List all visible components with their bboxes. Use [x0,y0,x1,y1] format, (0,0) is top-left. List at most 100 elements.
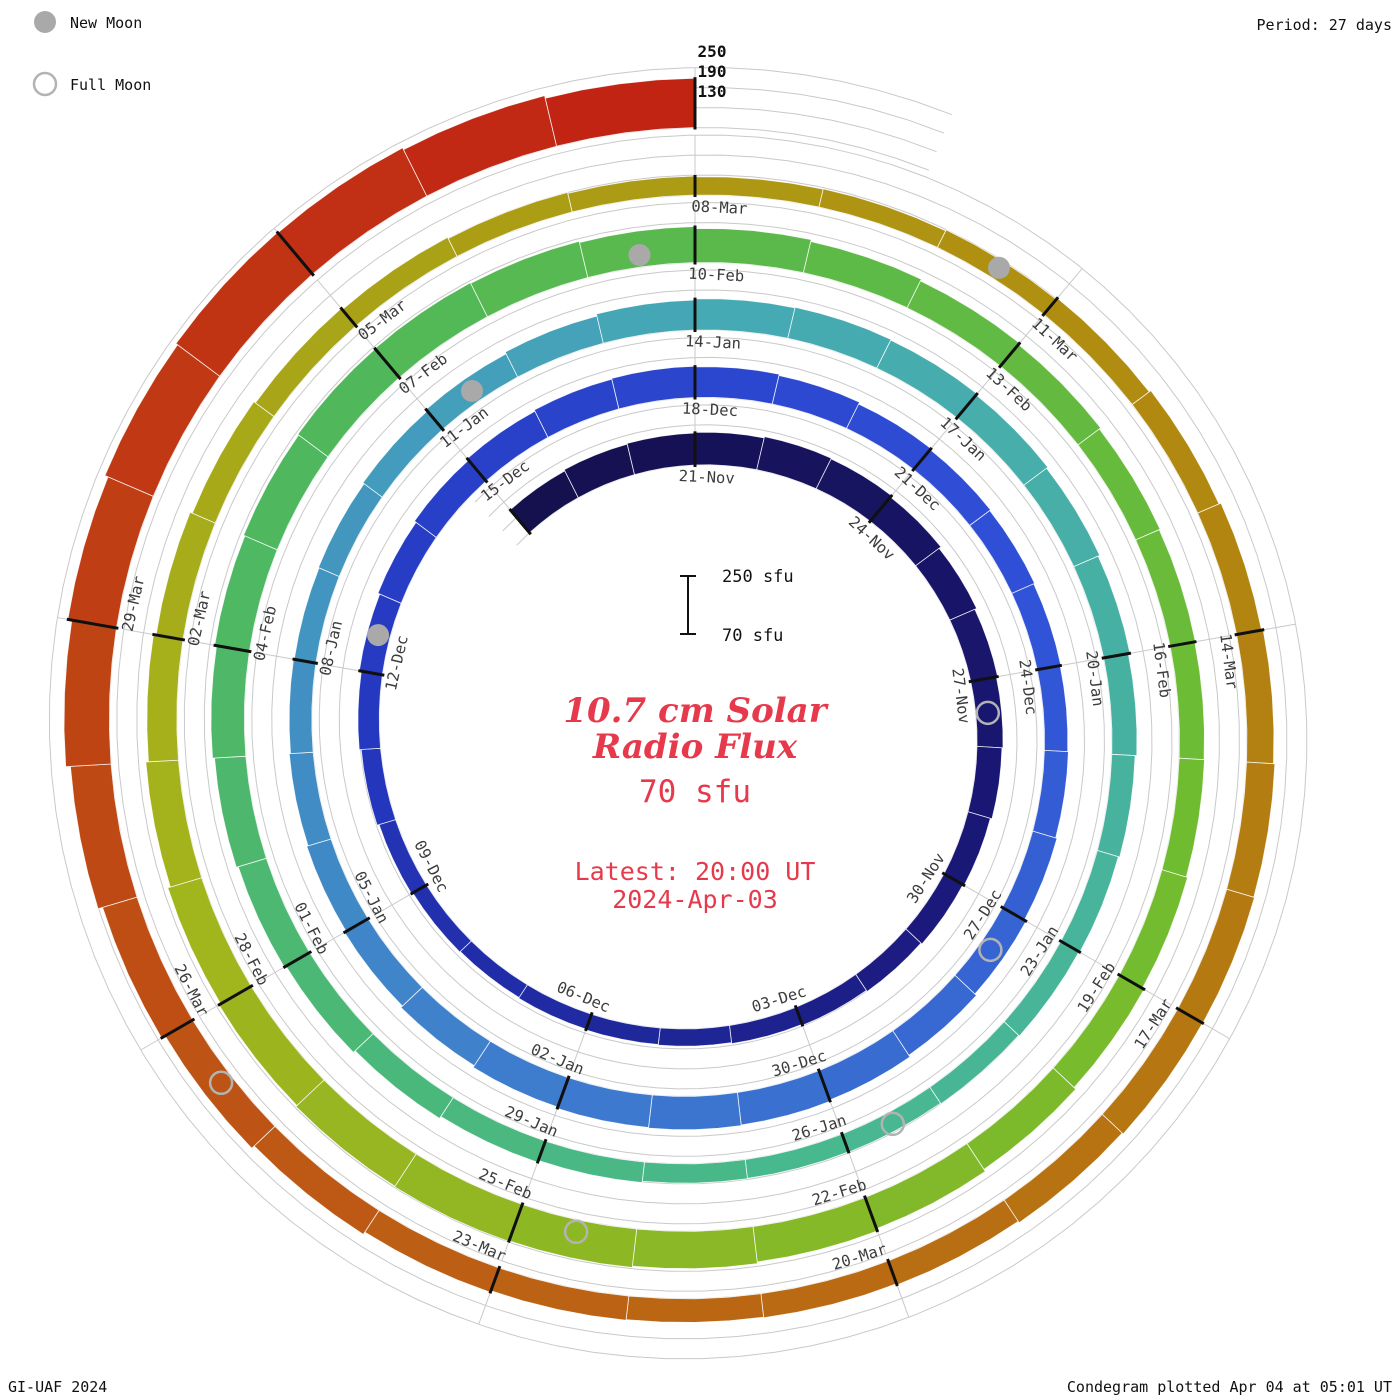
day-boundary-tick [999,905,1028,923]
day-boundary-tick [839,1131,851,1154]
day-boundary-tick [1234,628,1265,637]
flux-bar [1118,869,1189,989]
day-boundary-tick [1058,938,1082,955]
date-tick-label: 14-Jan [685,332,742,353]
radial-axis-label: 130 [698,82,727,101]
flux-bar [760,1260,898,1319]
latest-date-label: 2024-Apr-03 [612,885,778,914]
flux-bar [771,375,861,429]
center-annotation: 10.7 cm Solar Radio Flux 70 sfu Latest: … [563,691,828,914]
day-boundary-tick [584,1011,594,1032]
flux-bar [413,459,487,538]
radial-axis-label: 190 [698,62,727,81]
flux-bar [563,443,635,499]
date-tick-label: 21-Nov [678,467,735,488]
flux-bar [288,658,317,755]
flux-bar [210,645,250,759]
flux-bar [1177,888,1256,1024]
full-moon-marker [978,937,1003,963]
day-boundary-tick [159,1017,196,1040]
flux-bar [533,378,620,438]
flux-bar [1236,629,1275,765]
day-boundary-tick [911,446,933,473]
flux-bar [412,884,472,953]
full-moon-legend-label: Full Moon [70,76,151,94]
day-boundary-tick [424,407,446,432]
flux-bar [567,175,696,213]
day-boundary-tick [1116,972,1146,992]
full-moon-icon [32,71,58,97]
day-boundary-tick [555,1075,571,1110]
current-flux-value: 70 sfu [639,774,751,810]
day-boundary-tick [342,916,371,935]
day-boundary-tick [1034,663,1063,672]
day-boundary-tick [213,643,252,654]
day-boundary-tick [1167,640,1197,649]
scale-bar-top-label: 250 sfu [722,567,794,587]
flux-bar [864,1143,986,1230]
flux-bar [145,759,203,888]
flux-bar [694,366,780,405]
flux-bar [855,928,922,993]
day-boundary-tick [535,1138,548,1164]
new-moon-marker [988,256,1010,279]
flux-bar [537,1140,645,1184]
date-tick-label: 08-Mar [691,197,748,218]
flux-bar [1011,583,1062,671]
flux-bar [929,1021,1020,1105]
day-boundary-tick [863,1195,880,1233]
flux-bar [648,1092,742,1131]
day-boundary-tick [409,882,430,896]
day-boundary-tick [358,669,385,677]
day-boundary-tick [793,1004,805,1027]
radial-axis-label: 250 [698,42,727,61]
latest-time-label: Latest: 20:00 UT [575,857,816,886]
flux-bar [288,751,332,847]
flux-bar [1131,390,1220,514]
chart-title-line1: 10.7 cm Solar [563,691,828,731]
flux-bar [625,1293,765,1323]
flux-bar [447,191,573,257]
day-boundary-tick [886,1258,899,1287]
new-moon-icon [34,11,56,33]
day-tick-layer [66,77,1265,1294]
scale-bar-bottom-label: 70 sfu [722,626,783,646]
flux-bar [1135,529,1196,647]
new-moon-legend-label: New Moon [70,14,142,32]
flux-bar [317,483,383,578]
flux-bar [1197,502,1263,635]
period-label: Period: 27 days [1257,16,1392,34]
day-boundary-tick [292,657,319,665]
flux-bar [915,547,978,621]
full-moon-marker [975,700,1001,726]
flux-bar-layer [63,77,1276,1323]
day-boundary-tick [1175,1006,1205,1026]
flux-bar [277,147,428,275]
flux-bar [1161,757,1205,878]
flux-bar [175,231,314,377]
flux-bar [818,188,947,248]
day-boundary-tick [508,508,532,536]
new-moon-marker [461,380,483,402]
flux-bar [595,299,696,344]
moon-marker-layer [208,244,1010,1245]
plotted-timestamp: Condegram plotted Apr 04 at 05:01 UT [1067,1378,1392,1396]
flux-bar [354,1033,454,1120]
flux-bar [1032,749,1069,839]
day-boundary-tick [488,1265,502,1294]
flux-bar [508,1204,638,1268]
day-boundary-tick [1041,296,1060,317]
flux-bar [490,1267,630,1321]
day-boundary-tick [1101,651,1132,660]
day-boundary-tick [507,1202,525,1243]
day-boundary-tick [867,493,894,524]
flux-bar [694,431,765,471]
flux-bar [892,974,977,1056]
day-boundary-tick [941,871,966,888]
day-boundary-tick [66,617,119,630]
day-boundary-tick [217,983,254,1007]
flux-scale-bar: 250 sfu 70 sfu [680,567,794,646]
flux-bar [967,745,1003,820]
